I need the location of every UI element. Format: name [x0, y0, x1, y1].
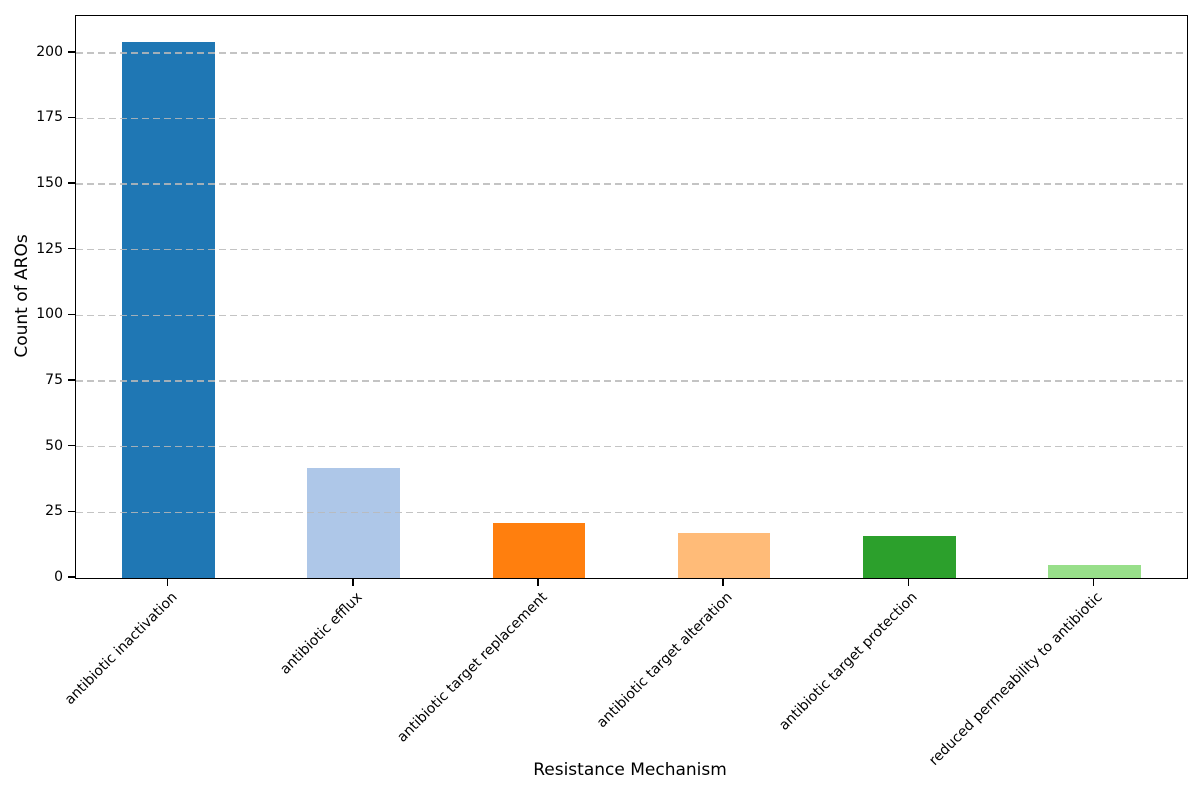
y-tick-mark-150 [68, 182, 75, 184]
y-tick-mark-175 [68, 116, 75, 119]
x-tick-mark-3 [537, 578, 539, 586]
gridline-y-100 [76, 314, 1187, 317]
y-tick-label-125: 125 [36, 240, 63, 257]
gridline-y-25 [76, 511, 1187, 514]
x-tick-mark-6 [1092, 578, 1095, 586]
x-tick-mark-4 [722, 578, 724, 586]
bar-antibiotic-efflux [307, 467, 401, 578]
bar-reduced-permeability-to-antibiotic [1048, 564, 1141, 578]
x-tick-label-antibiotic-inactivation: antibiotic inactivation [61, 589, 181, 708]
x-tick-mark-1 [166, 578, 169, 586]
y-tick-label-150: 150 [36, 175, 63, 192]
bar-antibiotic-target-protection [862, 535, 956, 578]
y-tick-label-100: 100 [36, 306, 63, 323]
gridline-y-75 [76, 380, 1187, 382]
y-tick-label-0: 0 [54, 569, 63, 585]
gridline-y-150 [76, 183, 1187, 185]
bar-antibiotic-inactivation [122, 42, 215, 578]
x-axis-title: Resistance Mechanism [533, 760, 727, 780]
y-tick-label-75: 75 [45, 372, 63, 389]
y-tick-label-175: 175 [36, 109, 63, 126]
gridline-y-50 [76, 445, 1187, 448]
y-tick-mark-25 [68, 510, 75, 513]
y-tick-mark-50 [68, 444, 75, 447]
y-tick-mark-125 [68, 247, 75, 250]
gridline-y-175 [76, 117, 1187, 120]
y-axis-title: Count of AROs [12, 234, 32, 358]
gridline-y-125 [76, 248, 1187, 251]
y-tick-label-25: 25 [45, 503, 63, 520]
y-tick-mark-200 [68, 51, 75, 53]
y-tick-mark-0 [68, 576, 75, 578]
plot-area [75, 15, 1188, 579]
y-tick-label-200: 200 [36, 43, 63, 60]
x-tick-mark-2 [352, 578, 354, 586]
x-tick-mark-5 [907, 578, 909, 586]
gridline-y-200 [76, 52, 1187, 54]
y-tick-label-50: 50 [45, 437, 63, 454]
bar-antibiotic-target-alteration [677, 533, 771, 578]
y-tick-mark-100 [68, 313, 75, 316]
bar-antibiotic-target-replacement [492, 522, 586, 578]
y-tick-mark-75 [68, 379, 75, 381]
